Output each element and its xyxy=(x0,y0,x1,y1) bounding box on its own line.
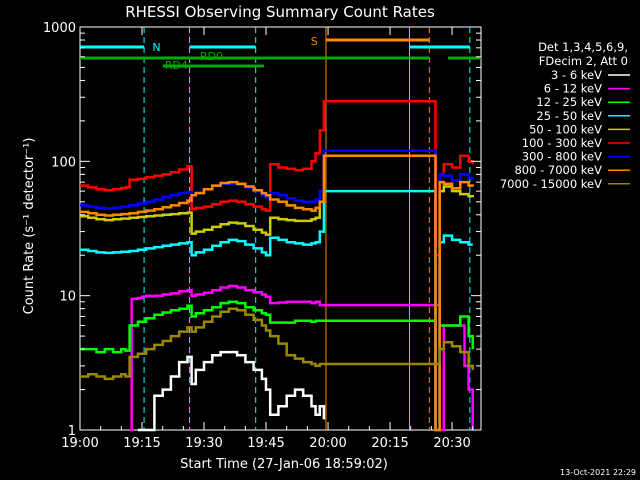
legend-label-8: 7000 - 15000 keV xyxy=(500,177,602,191)
x-axis: 19:00 19:15 19:30 19:45 20:00 20:15 20:30 xyxy=(61,27,474,451)
flag-label-rd4: RD4 xyxy=(165,59,188,72)
chart-title: RHESSI Observing Summary Count Rates xyxy=(125,3,435,21)
legend-label-0: 3 - 6 keV xyxy=(551,68,602,82)
series-line-800-7000-kev-kev xyxy=(80,154,474,432)
legend-label-2: 12 - 25 keV xyxy=(536,95,602,109)
y-tick-label-3: 1000 xyxy=(43,21,76,36)
flag-label-s: S xyxy=(311,35,318,48)
legend-label-3: 25 - 50 keV xyxy=(536,109,602,123)
series-line-6-12-kev-kev xyxy=(129,284,474,432)
legend: Det 1,3,4,5,6,9, FDecim 2, Att 0 3 - 6 k… xyxy=(500,40,630,191)
plot-frame xyxy=(79,26,482,431)
x-tick-label-2: 19:30 xyxy=(185,436,222,451)
x-axis-label: Start Time (27-Jan-06 18:59:02) xyxy=(180,457,388,472)
footer-timestamp: 13-Oct-2021 22:29 xyxy=(560,468,636,477)
flag-label-rd0: RD0 xyxy=(200,50,223,63)
y-tick-label-2: 100 xyxy=(51,155,76,170)
flag-label-n: N xyxy=(152,41,160,54)
x-tick-label-4: 20:00 xyxy=(309,436,346,451)
series-line-7000-15000-kev-kev xyxy=(80,307,474,381)
series-line-12-25-kev-kev xyxy=(80,300,474,432)
legend-label-1: 6 - 12 keV xyxy=(544,82,602,96)
x-tick-label-1: 19:15 xyxy=(123,436,160,451)
legend-label-4: 50 - 100 keV xyxy=(529,122,602,136)
series-line-25-50-kev-kev xyxy=(80,189,473,432)
y-tick-label-1: 10 xyxy=(59,290,76,305)
x-tick-label-0: 19:00 xyxy=(61,436,98,451)
x-tick-label-5: 20:15 xyxy=(371,436,408,451)
plot-area: N S RD0 RD4 xyxy=(79,26,482,432)
series-line-100-300-kev-kev xyxy=(80,100,474,257)
x-tick-label-6: 20:30 xyxy=(433,436,470,451)
legend-label-6: 300 - 800 keV xyxy=(522,150,602,164)
legend-header-line-1: Det 1,3,4,5,6,9, xyxy=(538,40,628,54)
series-line-3-6-kev-kev xyxy=(137,350,326,432)
legend-label-5: 100 - 300 keV xyxy=(522,136,602,150)
legend-header-line-2: FDecim 2, Att 0 xyxy=(539,54,628,68)
legend-label-7: 800 - 7000 keV xyxy=(514,163,602,177)
x-tick-label-3: 19:45 xyxy=(247,436,284,451)
series-line-300-800-kev-kev xyxy=(80,149,474,432)
y-axis-label: Count Rate (s⁻¹ detector⁻¹) xyxy=(22,138,37,315)
y-axis: 1 10 100 1000 xyxy=(43,21,481,439)
y-tick-label-0: 1 xyxy=(68,424,76,439)
